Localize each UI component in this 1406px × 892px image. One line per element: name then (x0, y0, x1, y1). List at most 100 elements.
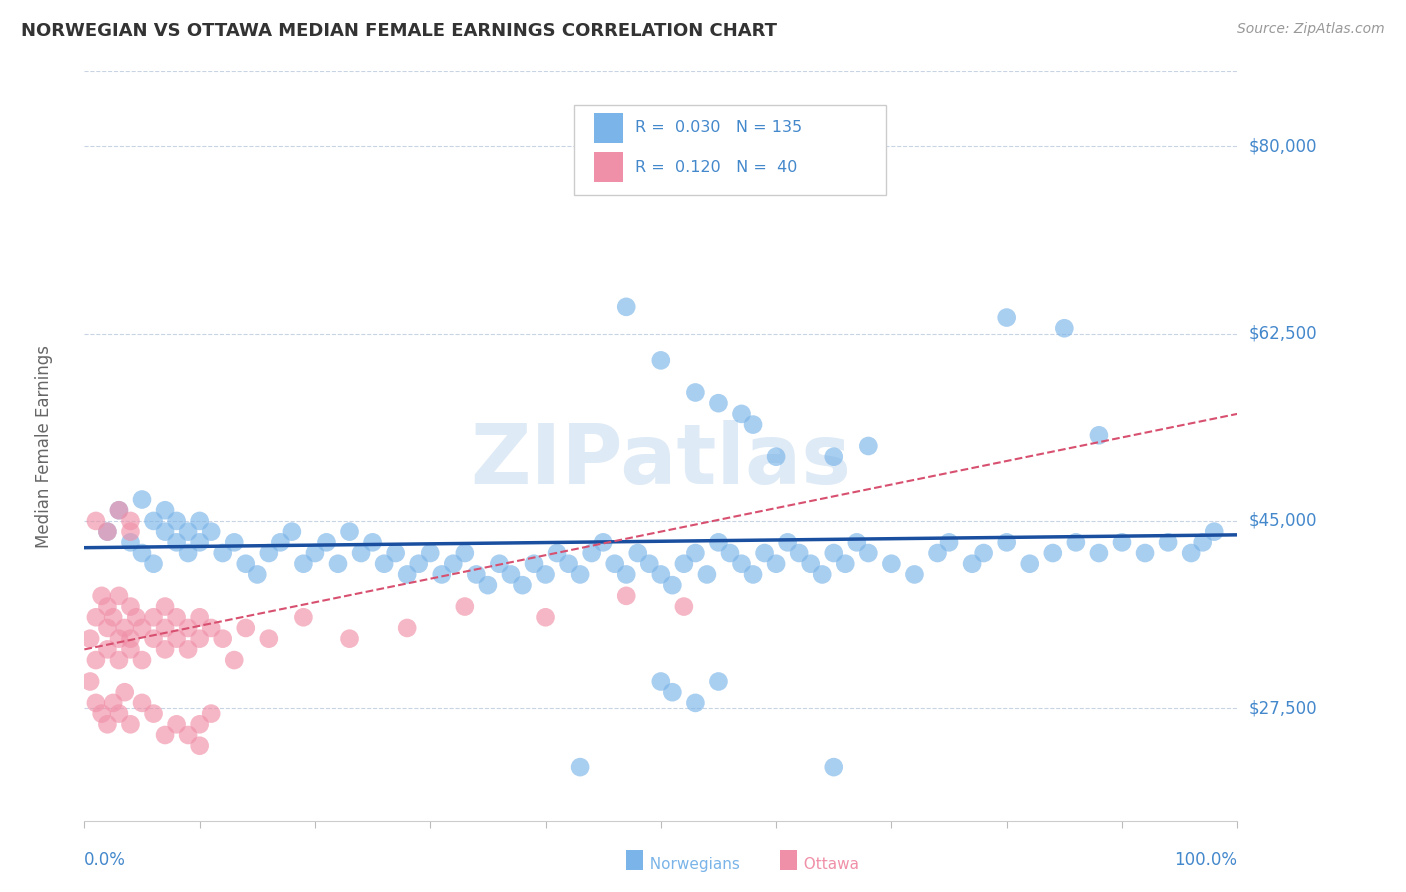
Text: $80,000: $80,000 (1249, 137, 1317, 155)
Point (166, 632, 188, 646)
Point (685, 546, 707, 560)
Point (396, 621, 419, 635)
Text: Norwegians: Norwegians (640, 857, 740, 872)
Point (177, 524, 200, 539)
Point (441, 557, 464, 571)
Point (512, 578, 534, 592)
Point (153, 599, 176, 614)
Point (96, 621, 118, 635)
Point (718, 546, 741, 560)
Point (499, 567, 522, 582)
Point (166, 717, 188, 731)
Point (995, 310, 1018, 325)
Point (396, 567, 419, 582)
Point (200, 706, 222, 721)
Point (361, 535, 384, 549)
Point (419, 546, 441, 560)
Point (131, 696, 153, 710)
Point (373, 557, 395, 571)
Point (84, 696, 107, 710)
Point (776, 535, 799, 549)
Point (1053, 321, 1076, 335)
Point (858, 439, 880, 453)
Point (707, 674, 730, 689)
Point (650, 674, 672, 689)
Point (1088, 428, 1111, 442)
Point (638, 557, 661, 571)
Point (153, 642, 176, 657)
Point (90, 589, 112, 603)
Point (603, 557, 626, 571)
Point (84, 653, 107, 667)
Point (384, 546, 406, 560)
Text: 0.0%: 0.0% (84, 851, 127, 869)
Point (430, 567, 453, 582)
Point (142, 610, 165, 624)
Point (685, 385, 707, 400)
Point (1191, 535, 1213, 549)
Point (84, 514, 107, 528)
Point (108, 632, 131, 646)
Point (177, 728, 200, 742)
Point (142, 632, 165, 646)
Point (96, 524, 118, 539)
Point (707, 396, 730, 410)
Point (765, 557, 787, 571)
Point (108, 653, 131, 667)
Point (1018, 557, 1040, 571)
Point (672, 557, 695, 571)
Point (927, 546, 949, 560)
Point (108, 706, 131, 721)
Text: Ottawa: Ottawa (794, 857, 859, 872)
Point (188, 717, 211, 731)
Text: NORWEGIAN VS OTTAWA MEDIAN FEMALE EARNINGS CORRELATION CHART: NORWEGIAN VS OTTAWA MEDIAN FEMALE EARNIN… (21, 22, 778, 40)
Point (79, 674, 101, 689)
Point (685, 696, 707, 710)
Point (153, 621, 176, 635)
Point (269, 535, 291, 549)
Point (166, 610, 188, 624)
Point (224, 653, 246, 667)
Point (1064, 535, 1087, 549)
Point (534, 610, 557, 624)
Point (125, 610, 148, 624)
Point (1204, 524, 1226, 539)
Point (454, 599, 477, 614)
Point (765, 450, 787, 464)
Point (730, 407, 752, 421)
Point (845, 535, 868, 549)
Point (569, 567, 592, 582)
Point (246, 567, 269, 582)
Point (235, 621, 257, 635)
Point (108, 589, 131, 603)
Point (614, 300, 637, 314)
Point (408, 557, 430, 571)
Point (153, 728, 176, 742)
Text: $45,000: $45,000 (1249, 512, 1317, 530)
Point (730, 557, 752, 571)
Point (142, 514, 165, 528)
Point (120, 514, 142, 528)
Point (131, 546, 153, 560)
Point (339, 632, 361, 646)
Point (103, 696, 124, 710)
Point (96, 524, 118, 539)
Point (315, 535, 337, 549)
Point (120, 642, 142, 657)
Point (153, 503, 176, 517)
Point (211, 546, 233, 560)
Point (546, 546, 568, 560)
Text: $62,500: $62,500 (1249, 325, 1317, 343)
Point (166, 535, 188, 549)
Text: ZIPatlas: ZIPatlas (471, 420, 851, 501)
Point (188, 535, 211, 549)
Point (200, 524, 222, 539)
Point (661, 578, 683, 592)
Point (292, 557, 315, 571)
Point (823, 546, 845, 560)
Point (177, 642, 200, 657)
Point (754, 546, 776, 560)
Point (177, 621, 200, 635)
Point (1111, 535, 1133, 549)
Point (650, 567, 672, 582)
